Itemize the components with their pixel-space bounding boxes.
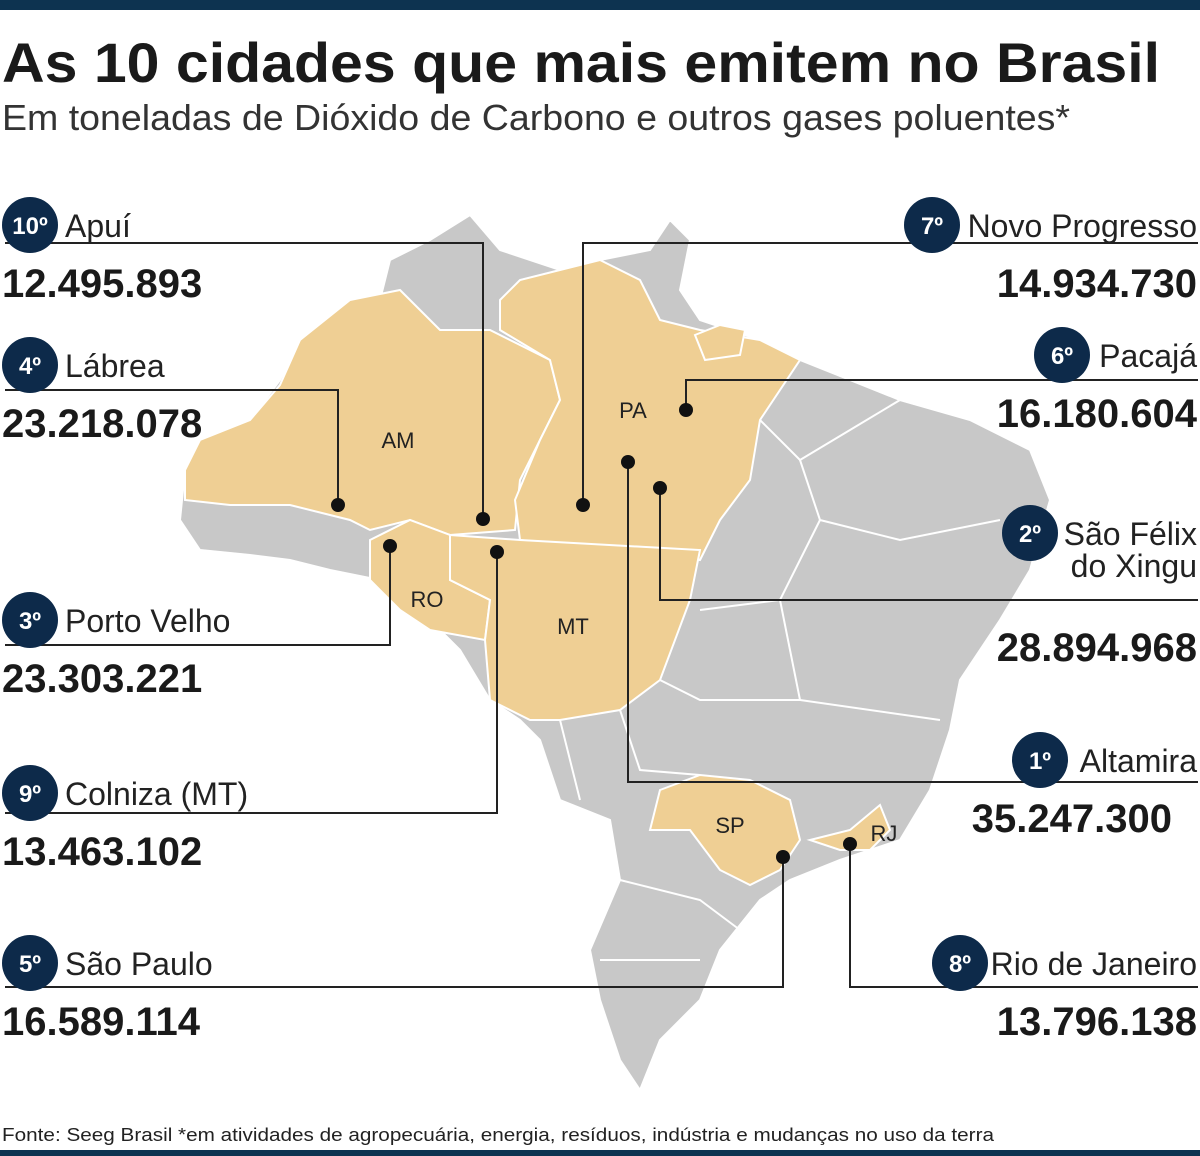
- rank: 6º: [1051, 343, 1073, 370]
- city-name: São Félix: [1064, 516, 1197, 552]
- leader-line: [5, 546, 391, 646]
- city-name: Apuí: [65, 208, 131, 244]
- city-dot: [776, 850, 790, 864]
- title: As 10 cidades que mais emitem no Brasil: [2, 31, 1160, 94]
- city-dot: [331, 498, 345, 512]
- city-name: Novo Progresso: [968, 208, 1197, 244]
- footer: Fonte: Seeg Brasil *em atividades de agr…: [2, 1125, 995, 1145]
- city-value: 12.495.893: [2, 262, 202, 306]
- state-label: SP: [715, 813, 744, 838]
- rank: 5º: [19, 951, 41, 978]
- city-value: 14.934.730: [997, 262, 1197, 306]
- leader-line: [685, 379, 1198, 410]
- city-name: Porto Velho: [65, 603, 230, 639]
- top-bar: [0, 0, 1200, 10]
- city-name: Rio de Janeiro: [991, 946, 1197, 982]
- city-value: 23.218.078: [2, 402, 202, 446]
- city-value: 13.463.102: [2, 830, 202, 874]
- rank-badge: [1012, 732, 1068, 788]
- city-value: 16.589.114: [2, 1000, 201, 1044]
- city-value: 13.796.138: [997, 1000, 1197, 1044]
- city-dot: [679, 403, 693, 417]
- city-name: Lábrea: [65, 348, 165, 384]
- city-dot: [653, 481, 667, 495]
- rank-badge: [932, 935, 988, 991]
- leader-line: [5, 857, 784, 988]
- leader-line: [5, 552, 498, 814]
- map: [178, 213, 1052, 1093]
- city-dot: [843, 837, 857, 851]
- city-value: 16.180.604: [997, 392, 1198, 436]
- city-dot: [621, 455, 635, 469]
- city-dot: [383, 539, 397, 553]
- rank: 8º: [949, 951, 971, 978]
- rank: 4º: [19, 353, 41, 380]
- subtitle: Em toneladas de Dióxido de Carbono e out…: [2, 97, 1070, 138]
- rank: 10º: [12, 213, 48, 240]
- state-label: MT: [557, 614, 589, 639]
- rank: 9º: [19, 781, 41, 808]
- rank-badge: [1002, 505, 1058, 561]
- rank: 7º: [921, 213, 943, 240]
- city-name: do Xingu: [1071, 548, 1197, 584]
- state-rj: [806, 803, 892, 851]
- rank-badge: [1034, 327, 1090, 383]
- city-dot: [576, 498, 590, 512]
- state-label: PA: [619, 398, 647, 423]
- city-dot: [490, 545, 504, 559]
- rank: 2º: [1019, 521, 1041, 548]
- city-value: 23.303.221: [2, 657, 202, 701]
- state-label: AM: [382, 428, 415, 453]
- state-label: RJ: [871, 821, 898, 846]
- city-name: Colniza (MT): [65, 776, 248, 812]
- leader-line: [627, 462, 1198, 783]
- leader-line: [582, 242, 1198, 505]
- city-value: 28.894.968: [997, 626, 1197, 670]
- state-label: RO: [411, 587, 444, 612]
- rank-badge: [2, 592, 58, 648]
- bottom-bar: [0, 1150, 1200, 1156]
- city-name: Altamira: [1080, 743, 1198, 779]
- rank: 1º: [1029, 748, 1051, 775]
- city-name: São Paulo: [65, 946, 213, 982]
- state-sp: [648, 773, 802, 887]
- rank-badge: [2, 197, 58, 253]
- leader-line: [5, 242, 484, 519]
- rank-badge: [2, 765, 58, 821]
- city-value: 35.247.300: [972, 797, 1172, 841]
- leader-line: [5, 389, 339, 505]
- rank-badge: [904, 197, 960, 253]
- rank-badge: [2, 337, 58, 393]
- rank-badge: [2, 935, 58, 991]
- leader-line: [659, 488, 1198, 601]
- leader-line: [849, 844, 1198, 988]
- rank: 3º: [19, 608, 41, 635]
- city-dot: [476, 512, 490, 526]
- city-name: Pacajá: [1099, 338, 1197, 374]
- island: [693, 323, 747, 362]
- state-mt: [449, 533, 702, 721]
